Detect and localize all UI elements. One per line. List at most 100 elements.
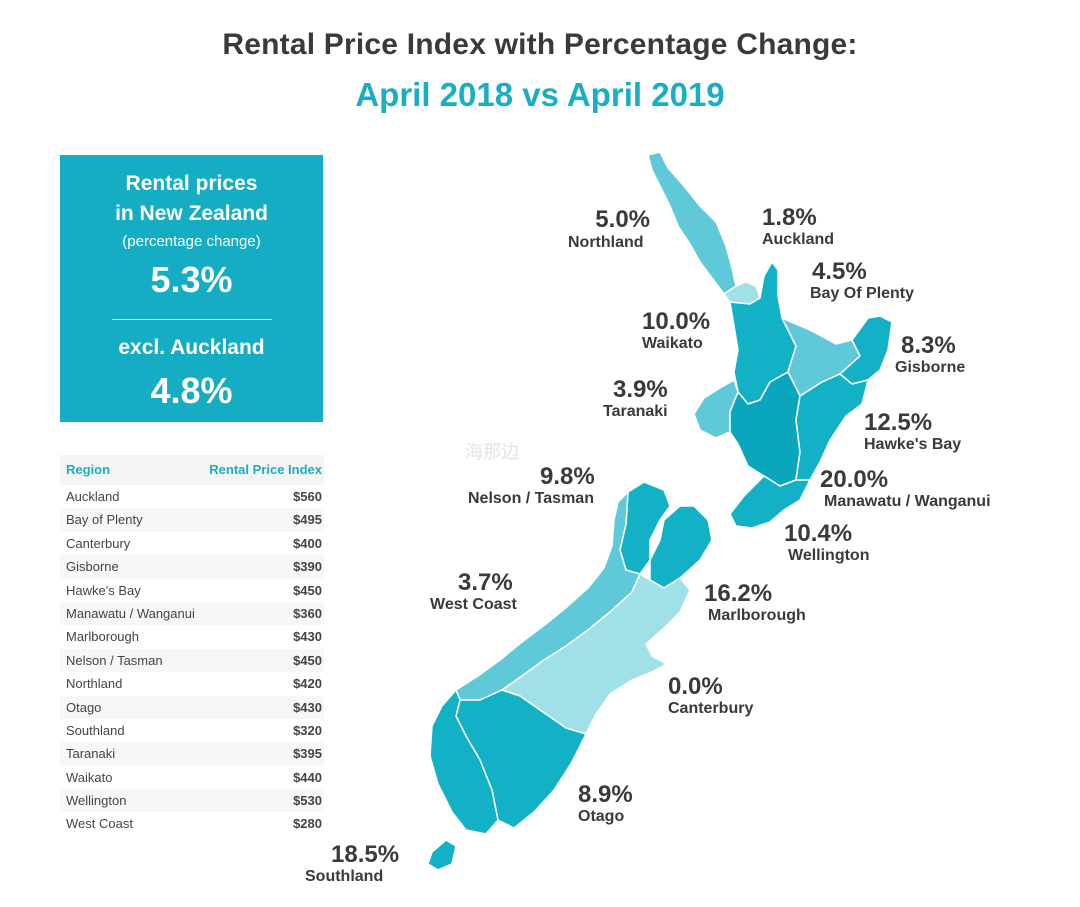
- row-value: $280: [293, 816, 322, 832]
- region-marlborough: [649, 505, 713, 589]
- label-northland-name: Northland: [568, 234, 644, 252]
- row-region: Northland: [66, 676, 123, 692]
- stewart-island: [427, 839, 457, 871]
- page-subtitle: April 2018 vs April 2019: [355, 76, 725, 113]
- label-taranaki: 3.9% Taranaki: [603, 377, 668, 421]
- row-region: West Coast: [66, 816, 133, 832]
- row-value: $420: [293, 676, 322, 692]
- summary-line-3: (percentage change): [122, 233, 261, 250]
- name: Taranaki: [603, 403, 668, 420]
- label-hawkes-bay: 12.5% Hawke's Bay: [864, 410, 961, 454]
- table-row: Marlborough $430: [60, 625, 324, 648]
- row-region: Gisborne: [66, 559, 119, 575]
- excl-auckland-label: excl. Auckland: [118, 336, 265, 359]
- name: Auckland: [762, 231, 835, 248]
- name: Hawke's Bay: [864, 436, 962, 453]
- summary-box: Rental prices in New Zealand (percentage…: [60, 155, 323, 422]
- table-row: Bay of Plenty $495: [60, 508, 324, 532]
- row-value: $430: [293, 629, 322, 645]
- name: Waikato: [642, 335, 703, 352]
- name: Otago: [578, 808, 625, 825]
- label-nelson-tasman: 9.8% Nelson / Tasman: [468, 464, 595, 508]
- row-value: $450: [293, 652, 322, 668]
- table-row: Nelson / Tasman $450: [60, 648, 324, 673]
- pct: 12.5%: [864, 409, 933, 436]
- pct: 10.0%: [642, 308, 711, 335]
- label-canterbury: 0.0% Canterbury: [668, 674, 753, 718]
- table-row: Northland $420: [60, 672, 324, 695]
- row-region: Canterbury: [66, 535, 131, 551]
- table-row: Wellington $530: [60, 789, 324, 813]
- label-marlborough: 16.2% Marlborough: [704, 581, 806, 625]
- label-otago: 8.9% Otago: [578, 782, 633, 826]
- row-value: $530: [293, 793, 322, 809]
- table-row: West Coast $280: [60, 812, 324, 835]
- excl-auckland-value: 4.8%: [150, 370, 233, 411]
- table-row: Southland $320: [60, 719, 324, 742]
- name: Canterbury: [668, 700, 754, 717]
- page-title: Rental Price Index with Percentage Chang…: [222, 28, 858, 61]
- table-body: Auckland $560 Bay of Plenty $495 Canterbur…: [60, 485, 324, 836]
- region-northland: [647, 151, 737, 301]
- label-northland: 5.0%: [590, 207, 650, 233]
- pct: 1.8%: [762, 204, 817, 231]
- col-index-header: Rental Price Index: [209, 462, 322, 477]
- pct: 3.7%: [458, 569, 513, 596]
- row-value: $495: [293, 512, 322, 528]
- summary-divider: [112, 319, 272, 320]
- name: Bay Of Plenty: [810, 285, 915, 302]
- label-wellington: 10.4% Wellington: [784, 521, 869, 565]
- name: Nelson / Tasman: [468, 490, 594, 507]
- table-row: Taranaki $395: [60, 742, 324, 766]
- row-region: Nelson / Tasman: [66, 652, 163, 668]
- summary-line-1: Rental prices: [125, 172, 258, 195]
- table-row: Canterbury $400: [60, 532, 324, 555]
- table-row: Auckland $560: [60, 485, 324, 508]
- row-value: $430: [293, 699, 322, 715]
- label-waikato: 10.0% Waikato: [642, 309, 710, 353]
- row-region: Hawke's Bay: [66, 582, 141, 598]
- pct: 8.9%: [578, 781, 633, 808]
- row-region: Wellington: [66, 793, 127, 809]
- name: Wellington: [788, 547, 870, 564]
- pct: 16.2%: [704, 580, 773, 607]
- row-value: $390: [293, 559, 322, 575]
- label-auckland: 1.8% Auckland: [762, 205, 834, 249]
- label-west-coast: 3.7% West Coast: [430, 570, 517, 614]
- row-value: $320: [293, 722, 322, 738]
- pct: 9.8%: [540, 463, 595, 490]
- pct: 18.5%: [331, 841, 400, 868]
- row-region: Auckland: [66, 489, 120, 504]
- label-manawatu: 20.0% Manawatu / Wanganui: [820, 467, 991, 511]
- row-value: $560: [293, 489, 322, 504]
- pct: 0.0%: [668, 673, 723, 700]
- name: Manawatu / Wanganui: [824, 493, 991, 510]
- pct: 5.0%: [595, 206, 650, 233]
- region-canterbury: [501, 573, 691, 735]
- row-value: $395: [293, 746, 322, 762]
- name: Gisborne: [895, 359, 966, 376]
- table-row: Otago $430: [60, 695, 324, 719]
- summary-line-2: in New Zealand: [115, 202, 268, 225]
- row-region: Manawatu / Wanganui: [66, 605, 195, 621]
- name: Southland: [305, 868, 384, 885]
- nz-change-value: 5.3%: [150, 259, 233, 300]
- name: Northland: [568, 234, 644, 251]
- table-row: Hawke's Bay $450: [60, 579, 324, 602]
- name: West Coast: [430, 596, 517, 613]
- row-value: $440: [293, 769, 322, 785]
- table-row: Gisborne $390: [60, 555, 324, 579]
- pct: 10.4%: [784, 520, 853, 547]
- region-southland: [429, 689, 499, 835]
- pct: 20.0%: [820, 466, 889, 493]
- label-bay-of-plenty: 4.5% Bay Of Plenty: [810, 259, 914, 303]
- rental-index-table: Region Rental Price Index Auckland $560 B…: [60, 455, 324, 836]
- watermark: 海那边: [465, 442, 519, 462]
- row-region: Bay of Plenty: [66, 512, 143, 528]
- region-wellington: [729, 475, 811, 529]
- pct: 4.5%: [812, 258, 867, 285]
- col-region-header: Region: [66, 462, 111, 477]
- label-southland: 18.5% Southland: [305, 842, 399, 886]
- region-gisborne: [839, 315, 893, 385]
